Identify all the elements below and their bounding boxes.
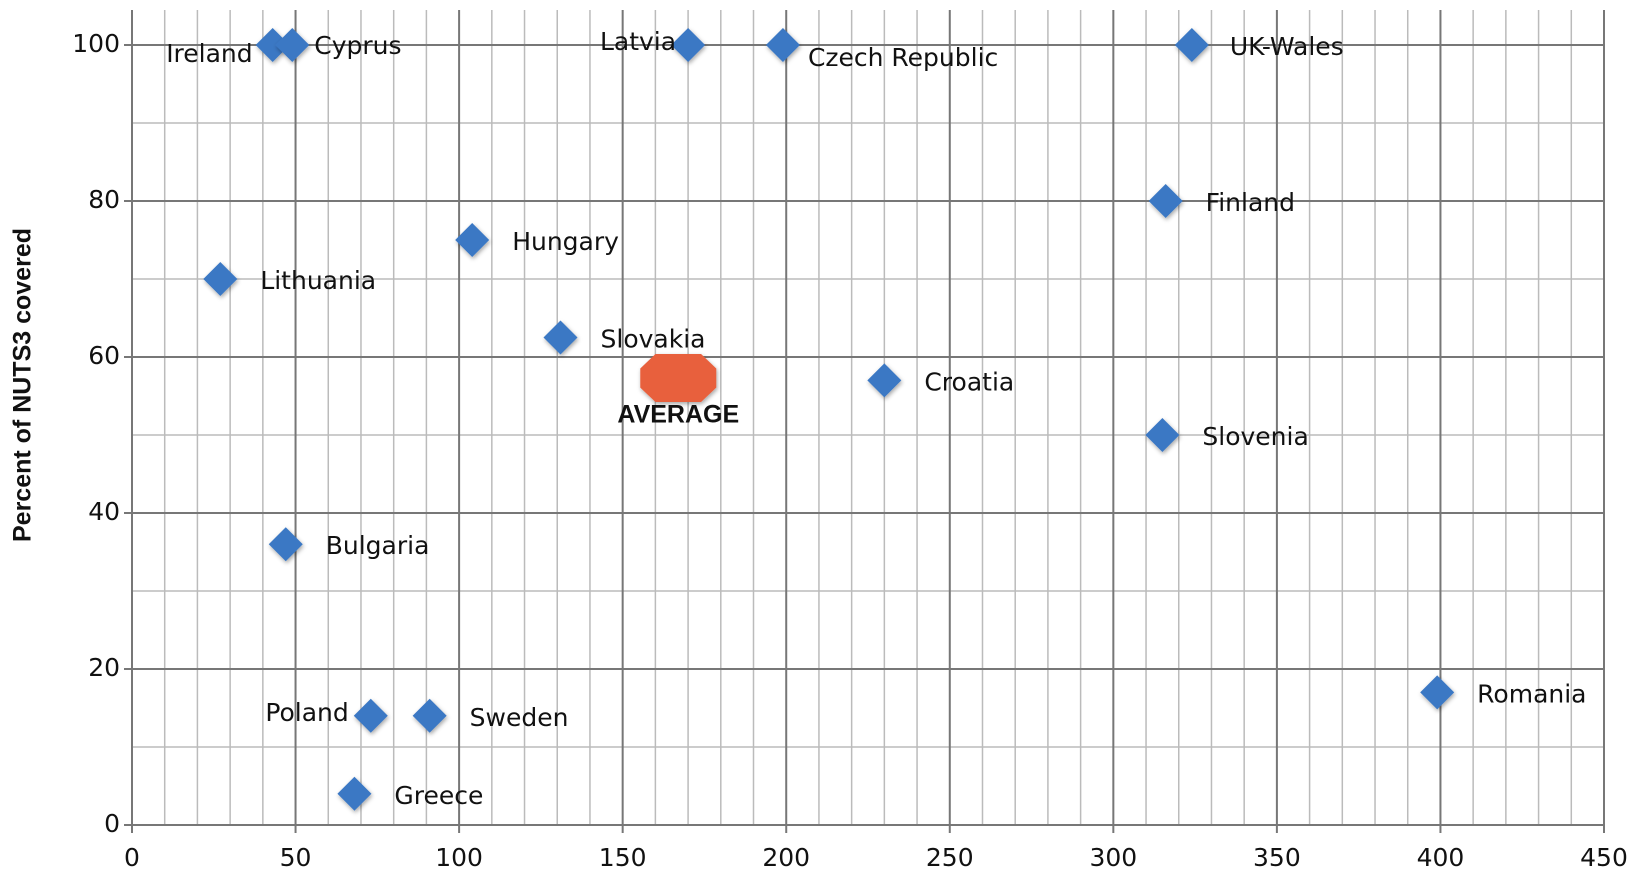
point [203,262,238,296]
point-label: Poland [265,698,348,727]
point [275,28,310,62]
point [671,28,706,62]
point [1420,675,1455,710]
x-tick-label: 0 [124,843,140,872]
y-tick-label: 80 [88,185,120,214]
x-tick-label: 450 [1580,843,1628,872]
point-label: Sweden [470,703,569,732]
point-label: Ireland [166,39,252,68]
point-label: Cyprus [314,31,401,60]
point-label: Croatia [924,367,1014,396]
y-tick-label: 0 [104,809,120,838]
x-tick-label: 250 [926,843,974,872]
point [1174,28,1209,62]
point-label: Czech Republic [808,43,998,72]
y-tick-label: 40 [88,497,120,526]
point [412,698,447,733]
point [543,320,578,355]
average-label: AVERAGE [617,401,739,429]
point-label: Slovenia [1202,422,1308,451]
point [255,28,290,62]
x-tick-label: 50 [280,843,312,872]
x-tick-label: 150 [599,843,647,872]
point [765,28,800,62]
point-label: Lithuania [260,266,376,295]
point-label: Romania [1477,679,1586,708]
point-label: Hungary [512,227,619,256]
point [268,527,303,562]
y-tick-label: 20 [88,653,120,682]
point-label: Latvia [600,27,676,56]
x-tick-label: 350 [1253,843,1301,872]
x-tick-label: 100 [435,843,483,872]
point [867,363,902,398]
x-tick-label: 300 [1089,843,1137,872]
point [353,698,388,733]
y-tick-label: 60 [88,341,120,370]
point [1148,184,1183,218]
point-label: Greece [394,781,483,810]
x-tick-label: 200 [762,843,810,872]
point-label: Slovakia [601,325,706,354]
y-tick-label: 100 [72,29,120,58]
point [1145,418,1180,452]
point [455,223,490,257]
point-label: Finland [1206,188,1295,217]
x-tick-label: 400 [1417,843,1465,872]
point-label: Bulgaria [326,531,430,560]
average-point [640,354,717,403]
point [337,776,372,811]
point-label: UK-Wales [1230,32,1344,61]
y-axis-label: Percent of NUTS3 covered [9,228,37,542]
